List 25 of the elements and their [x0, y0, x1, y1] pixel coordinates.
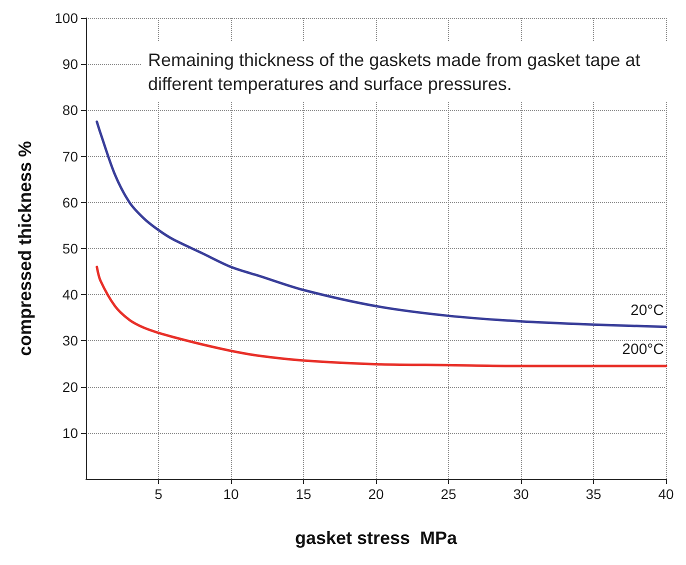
- x-tick-label: 20: [368, 486, 384, 502]
- line-series: [96, 120, 668, 328]
- series-label: 200°C: [622, 341, 664, 358]
- x-tick-label: 5: [154, 486, 163, 502]
- y-tick-label: 10: [62, 424, 78, 441]
- x-tick-label: 30: [513, 486, 529, 502]
- series-label: 20°C: [630, 302, 664, 319]
- line-series: [96, 266, 668, 368]
- y-tick-label: 60: [62, 194, 78, 210]
- y-tick-label: 70: [62, 148, 78, 164]
- x-axis-title: gasket stress MPa: [294, 528, 458, 548]
- x-tick-label: 25: [440, 486, 456, 502]
- y-tick-label: 80: [62, 102, 78, 118]
- y-tick-label: 30: [62, 332, 78, 349]
- y-tick-label: 100: [54, 10, 78, 26]
- y-tick-label: 90: [62, 56, 78, 72]
- y-axis-title: compressed thickness %: [15, 140, 35, 356]
- x-tick-label: 15: [296, 486, 312, 502]
- x-tick-label: 40: [658, 486, 674, 502]
- x-tick-label: 10: [223, 486, 239, 502]
- y-tick-label: 20: [62, 378, 78, 395]
- annotation: Remaining thickness of the gaskets made from gasket tape at different temperatures and surface pressures.: [148, 50, 646, 94]
- y-tick-label: 50: [62, 240, 78, 256]
- y-tick-label: 40: [62, 286, 78, 303]
- x-tick-label: 35: [586, 486, 602, 502]
